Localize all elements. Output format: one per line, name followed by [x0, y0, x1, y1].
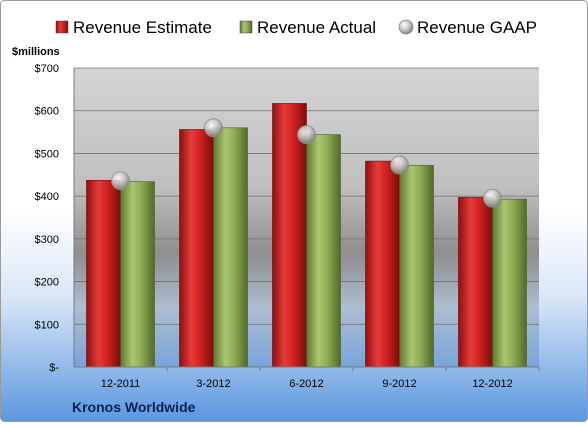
chart-footer-company: Kronos Worldwide	[72, 399, 196, 415]
marker-revenue-gaap	[111, 171, 130, 191]
y-axis-unit-label: $millions	[12, 46, 60, 58]
y-tick-label: $300	[35, 234, 59, 246]
bar-revenue-actual	[492, 198, 527, 368]
bar-revenue-actual	[213, 127, 248, 368]
y-tick-label: $400	[35, 191, 59, 203]
x-tick-label: 12-2011	[101, 378, 141, 390]
x-tick-label: 9-2012	[382, 378, 416, 390]
x-tick-label: 12-2012	[472, 378, 512, 390]
bar-revenue-estimate	[86, 180, 121, 368]
bar-revenue-estimate	[179, 129, 214, 368]
legend: Revenue Estimate Revenue Actual Revenue GA…	[55, 18, 537, 37]
bar-revenue-estimate	[272, 103, 307, 368]
legend-label: Revenue GAAP	[417, 18, 537, 37]
legend-swatch-revenue-gaap	[398, 19, 414, 35]
x-tick-label: 6-2012	[289, 378, 323, 390]
y-tick-label: $700	[35, 63, 59, 75]
bar-revenue-actual	[399, 165, 434, 368]
gaap-markers	[111, 118, 502, 208]
marker-revenue-gaap	[297, 125, 316, 145]
legend-label: Revenue Actual	[257, 18, 376, 37]
marker-revenue-gaap	[483, 188, 502, 208]
x-tick-label: 3-2012	[196, 378, 230, 390]
y-tick-label: $-	[49, 362, 59, 374]
y-axis: $- $100 $200 $300 $400 $500 $600 $700	[35, 63, 75, 374]
bar-revenue-estimate	[458, 197, 493, 368]
bar-revenue-estimate	[365, 160, 400, 368]
legend-swatch-revenue-actual	[239, 20, 253, 34]
bar-revenue-actual	[306, 134, 341, 368]
bar-revenue-actual	[120, 181, 155, 368]
legend-label: Revenue Estimate	[73, 18, 212, 37]
y-tick-label: $600	[35, 106, 59, 118]
marker-revenue-gaap	[390, 155, 409, 175]
x-axis: 12-2011 3-2012 6-2012 9-2012 12-2012	[74, 366, 540, 390]
y-tick-label: $500	[35, 148, 59, 160]
bars	[86, 103, 527, 368]
y-tick-label: $100	[35, 319, 59, 331]
legend-swatch-revenue-estimate	[55, 20, 69, 34]
marker-revenue-gaap	[204, 118, 223, 138]
y-tick-label: $200	[35, 277, 59, 289]
